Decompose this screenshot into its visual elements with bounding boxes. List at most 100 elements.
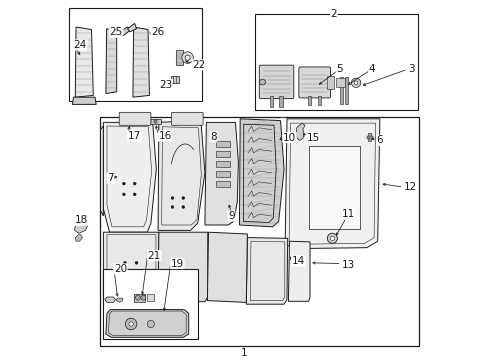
Circle shape xyxy=(171,206,174,208)
Circle shape xyxy=(354,81,357,85)
Bar xyxy=(134,294,144,302)
Circle shape xyxy=(135,261,138,264)
Text: 14: 14 xyxy=(291,256,305,266)
Bar xyxy=(147,120,151,123)
Polygon shape xyxy=(158,121,204,230)
Bar xyxy=(176,50,182,65)
Circle shape xyxy=(129,322,133,326)
FancyBboxPatch shape xyxy=(259,65,293,99)
Text: 7: 7 xyxy=(107,173,113,183)
Text: 17: 17 xyxy=(127,131,141,141)
Bar xyxy=(336,78,345,87)
Bar xyxy=(153,120,157,123)
Text: 24: 24 xyxy=(73,40,86,50)
Bar xyxy=(69,8,201,101)
Circle shape xyxy=(182,197,184,199)
Polygon shape xyxy=(75,235,82,241)
Polygon shape xyxy=(106,29,117,94)
Bar xyxy=(339,77,342,104)
Polygon shape xyxy=(72,97,96,104)
FancyBboxPatch shape xyxy=(298,67,330,98)
Circle shape xyxy=(122,182,125,185)
Circle shape xyxy=(259,79,265,85)
Circle shape xyxy=(122,193,125,196)
Bar xyxy=(103,269,197,339)
Text: 21: 21 xyxy=(147,251,161,261)
Circle shape xyxy=(182,206,184,208)
Text: 26: 26 xyxy=(151,27,164,37)
Bar xyxy=(125,120,136,123)
Text: 19: 19 xyxy=(170,258,183,269)
Text: 13: 13 xyxy=(341,260,354,270)
Circle shape xyxy=(135,295,140,300)
Circle shape xyxy=(133,182,136,185)
Text: 22: 22 xyxy=(192,60,205,70)
Polygon shape xyxy=(239,119,284,227)
Polygon shape xyxy=(106,310,188,337)
Circle shape xyxy=(171,197,174,199)
Text: 12: 12 xyxy=(403,182,416,192)
Text: 11: 11 xyxy=(342,209,355,219)
Text: 5: 5 xyxy=(336,64,342,74)
Circle shape xyxy=(123,261,126,264)
Bar xyxy=(367,133,370,141)
Circle shape xyxy=(329,236,334,240)
Circle shape xyxy=(141,295,145,300)
Text: 6: 6 xyxy=(376,135,383,145)
Text: 10: 10 xyxy=(283,132,296,143)
Bar xyxy=(215,181,230,187)
Circle shape xyxy=(133,193,136,196)
Polygon shape xyxy=(204,122,238,225)
Polygon shape xyxy=(285,119,379,248)
Bar xyxy=(326,76,334,89)
Circle shape xyxy=(185,55,190,60)
Circle shape xyxy=(351,78,360,87)
Polygon shape xyxy=(75,218,88,233)
Text: 2: 2 xyxy=(330,9,336,19)
Text: 23: 23 xyxy=(159,80,172,90)
Bar xyxy=(215,161,230,167)
Text: 4: 4 xyxy=(368,64,374,74)
FancyBboxPatch shape xyxy=(171,112,203,125)
Text: 25: 25 xyxy=(109,27,122,37)
Polygon shape xyxy=(295,123,305,140)
Bar xyxy=(279,96,283,107)
Bar xyxy=(215,141,230,147)
Polygon shape xyxy=(116,298,122,302)
Circle shape xyxy=(326,233,337,243)
FancyBboxPatch shape xyxy=(119,112,151,125)
Polygon shape xyxy=(246,238,287,304)
Polygon shape xyxy=(75,27,93,97)
Bar xyxy=(366,136,372,139)
Polygon shape xyxy=(118,27,131,36)
Text: 9: 9 xyxy=(228,211,234,221)
Polygon shape xyxy=(104,297,115,302)
Text: 18: 18 xyxy=(75,215,88,225)
Bar xyxy=(215,151,230,157)
Polygon shape xyxy=(101,126,103,216)
Text: 15: 15 xyxy=(306,132,319,143)
Bar xyxy=(170,76,178,83)
Bar xyxy=(307,96,310,105)
Bar xyxy=(146,294,154,301)
Circle shape xyxy=(147,320,154,328)
Bar xyxy=(215,171,230,177)
Polygon shape xyxy=(288,241,309,301)
Text: 1: 1 xyxy=(240,348,246,358)
Text: 3: 3 xyxy=(407,64,414,74)
Polygon shape xyxy=(207,232,247,302)
Bar xyxy=(309,146,359,229)
Bar xyxy=(269,96,273,107)
Circle shape xyxy=(182,52,193,63)
Bar xyxy=(317,96,321,105)
Text: 16: 16 xyxy=(158,131,171,141)
Bar xyxy=(142,120,145,123)
Circle shape xyxy=(125,318,137,330)
Text: 8: 8 xyxy=(210,132,216,142)
Bar xyxy=(254,14,418,110)
Polygon shape xyxy=(103,119,156,232)
Bar xyxy=(100,117,418,346)
Bar xyxy=(344,77,347,104)
Polygon shape xyxy=(158,232,207,302)
Text: 20: 20 xyxy=(114,264,127,274)
